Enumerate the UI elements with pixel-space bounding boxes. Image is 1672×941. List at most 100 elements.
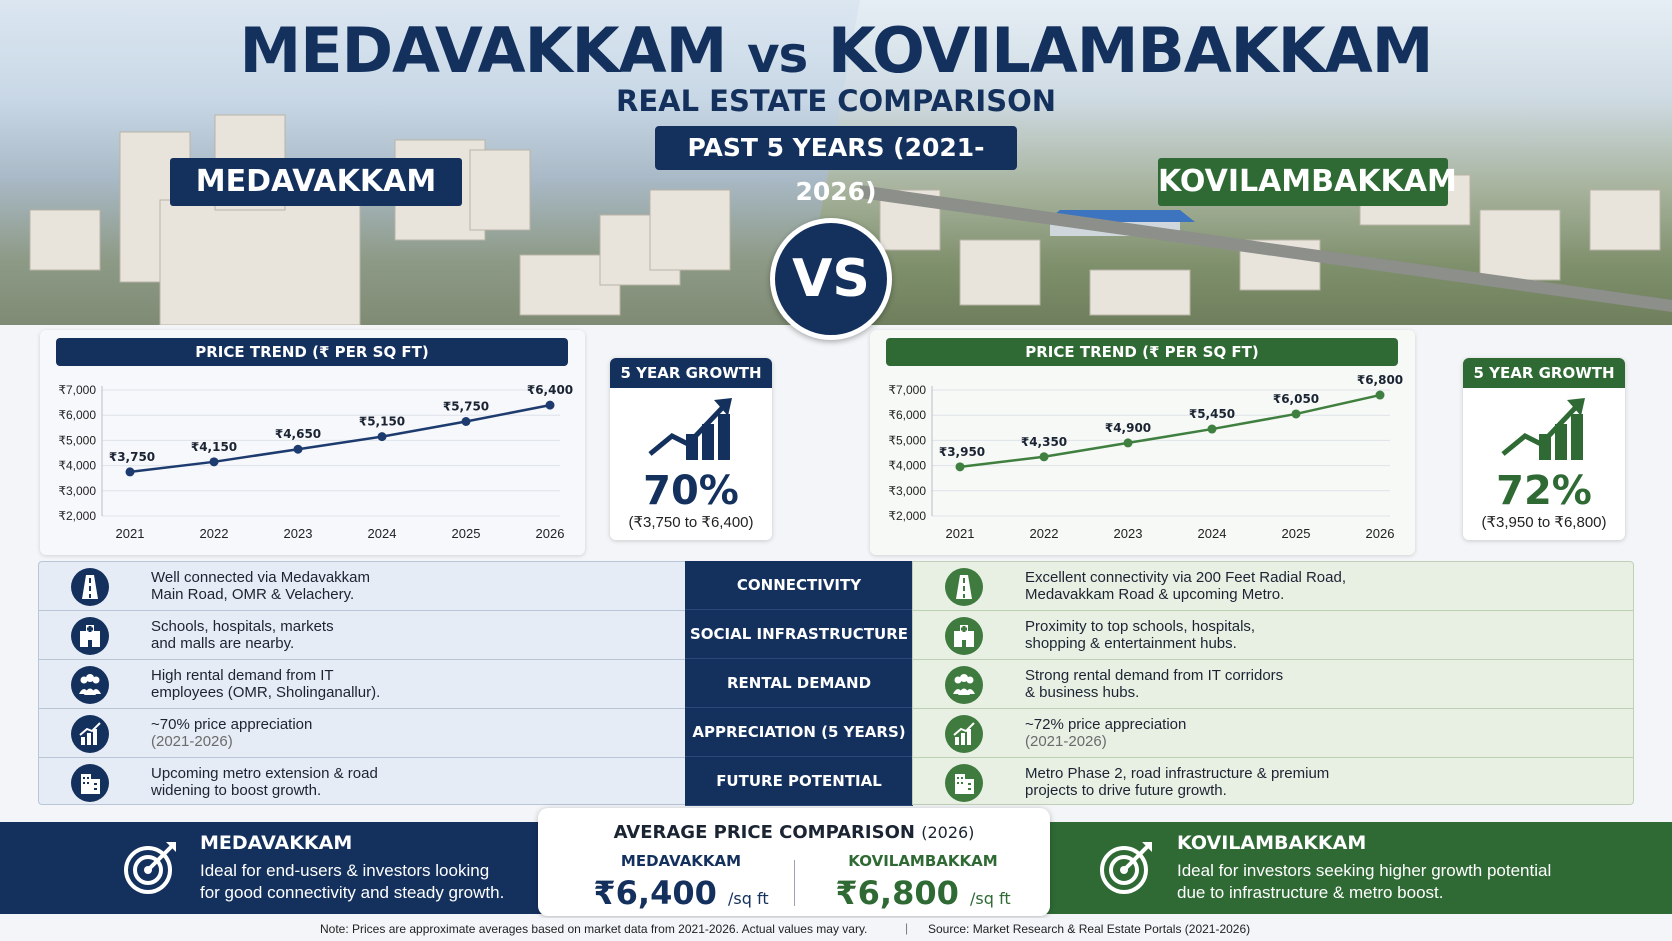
growth-range: (₹3,750 to ₹6,400) — [628, 514, 754, 531]
criteria-label: RENTAL DEMAND — [685, 659, 913, 708]
building-icon — [71, 764, 109, 802]
growth-card-right: 5 YEAR GROWTH 72% (₹3,950 to ₹6,800) — [1463, 358, 1625, 540]
comparison-text-line: Upcoming metro extension & road — [151, 765, 378, 782]
y-tick-label: ₹3,000 — [888, 484, 926, 498]
price-trend-panel-left: PRICE TREND (₹ PER SQ FT) ₹2,000 ₹3,000 ₹4… — [40, 330, 585, 555]
summary-line: for good connectivity and steady growth. — [200, 883, 505, 902]
chart-title-left: PRICE TREND (₹ PER SQ FT) — [56, 338, 568, 366]
growth-card-left: 5 YEAR GROWTH 70% (₹3,750 to ₹6,400) — [610, 358, 772, 540]
divider — [794, 860, 795, 906]
data-label: ₹6,400 — [527, 383, 573, 397]
footer-separator: | — [905, 921, 909, 935]
comparison-row: High rental demand from IT employees (OMR… — [39, 660, 685, 709]
data-label: ₹4,900 — [1105, 421, 1151, 435]
chart-title-right: PRICE TREND (₹ PER SQ FT) — [886, 338, 1398, 366]
data-point — [1291, 409, 1301, 419]
target-icon — [1100, 842, 1152, 894]
building-icon — [945, 764, 983, 802]
comparison-text-line: (2021-2026) — [1025, 733, 1107, 750]
footer-note: Note: Prices are approximate averages ba… — [320, 922, 868, 936]
comparison-text-line: ~72% price appreciation — [1025, 716, 1187, 733]
comparison-text-line: Strong rental demand from IT corridors — [1025, 667, 1284, 684]
comparison-criteria-column: CONNECTIVITY SOCIAL INFRASTRUCTURE RENTAL … — [685, 561, 913, 806]
data-point — [377, 432, 387, 442]
growth-label: 5 YEAR GROWTH — [610, 358, 772, 388]
summary-line: due to infrastructure & metro boost. — [1177, 883, 1444, 902]
data-label: ₹6,800 — [1357, 373, 1403, 387]
summary-left: MEDAVAKKAM Ideal for end-users & investo… — [0, 822, 560, 914]
growth-percent: 72% — [1496, 468, 1592, 514]
area-tag-left: MEDAVAKKAM — [170, 158, 462, 206]
comparison-row: ~72% price appreciation (2021-2026) — [913, 709, 1633, 758]
criteria-label: FUTURE POTENTIAL — [685, 757, 913, 806]
comparison-text-line: Main Road, OMR & Velachery. — [151, 586, 355, 603]
average-price-left: MEDAVAKKAM ₹6,400 /sq ft — [566, 852, 796, 912]
data-point — [1375, 390, 1385, 400]
y-tick-label: ₹2,000 — [888, 509, 926, 523]
comparison-text: High rental demand from IT employees (OMR… — [151, 667, 671, 701]
summary-title: KOVILAMBAKKAM — [1177, 832, 1367, 854]
comparison-text-line: ~70% price appreciation — [151, 716, 313, 733]
chart-icon — [945, 715, 983, 753]
target-icon — [124, 842, 176, 894]
footer: Note: Prices are approximate averages ba… — [0, 918, 1672, 941]
x-tick-label: 2021 — [946, 526, 975, 541]
price-trend-chart-left: ₹2,000 ₹3,000 ₹4,000 ₹5,000 ₹6,000 ₹7,000 2021… — [58, 383, 573, 541]
criteria-label: SOCIAL INFRASTRUCTURE — [685, 610, 913, 659]
comparison-text: Metro Phase 2, road infrastructure & pre… — [1025, 765, 1625, 799]
criteria-label: CONNECTIVITY — [685, 561, 913, 610]
average-price-title: AVERAGE PRICE COMPARISON (2026) — [613, 822, 975, 843]
comparison-text-line: High rental demand from IT — [151, 667, 334, 684]
comparison-text-line: Well connected via Medavakkam — [151, 569, 370, 586]
y-tick-label: ₹4,000 — [888, 459, 926, 473]
comparison-text-line: Proximity to top schools, hospitals, — [1025, 618, 1256, 635]
comparison-row: Excellent connectivity via 200 Feet Radi… — [913, 562, 1633, 611]
comparison-right-column: Excellent connectivity via 200 Feet Radi… — [912, 561, 1634, 805]
comparison-text: Proximity to top schools, hospitals, shop… — [1025, 618, 1625, 652]
x-tick-label: 2023 — [1114, 526, 1143, 541]
x-tick-label: 2022 — [1030, 526, 1059, 541]
data-label: ₹4,650 — [275, 427, 321, 441]
summary-description: Ideal for investors seeking higher growt… — [1177, 860, 1647, 904]
summary-title: MEDAVAKKAM — [200, 832, 353, 854]
comparison-text-line: employees (OMR, Sholinganallur). — [151, 684, 381, 701]
summary-line: Ideal for end-users & investors looking — [200, 861, 490, 880]
x-tick-label: 2026 — [536, 526, 565, 541]
data-point — [1123, 438, 1133, 448]
comparison-text-line: and malls are nearby. — [151, 635, 295, 652]
comparison-row: Well connected via Medavakkam Main Road, … — [39, 562, 685, 611]
x-tick-label: 2024 — [368, 526, 397, 541]
summary-line: Ideal for investors seeking higher growt… — [1177, 861, 1552, 880]
page-title: MEDAVAKKAM vs KOVILAMBAKKAM — [239, 14, 1434, 87]
comparison-text: Upcoming metro extension & road widening … — [151, 765, 671, 799]
summary-description: Ideal for end-users & investors looking … — [200, 860, 580, 904]
data-point — [461, 417, 471, 426]
hospital-icon — [71, 617, 109, 655]
y-tick-label: ₹2,000 — [58, 509, 96, 523]
comparison-text-line: Metro Phase 2, road infrastructure & pre… — [1025, 765, 1330, 782]
area-tag-right: KOVILAMBAKKAM — [1158, 158, 1457, 206]
comparison-text-line: Schools, hospitals, markets — [151, 618, 334, 635]
comparison-text: ~72% price appreciation (2021-2026) — [1025, 716, 1625, 750]
x-tick-label: 2023 — [284, 526, 313, 541]
growth-label: 5 YEAR GROWTH — [1463, 358, 1625, 388]
comparison-text-line: Medavakkam Road & upcoming Metro. — [1025, 586, 1285, 603]
period-badge: PAST 5 YEARS (2021-2026) — [655, 126, 1017, 206]
growth-chart-icon — [1501, 398, 1585, 460]
comparison-text: Schools, hospitals, markets and malls are… — [151, 618, 671, 652]
data-point — [955, 462, 965, 472]
y-tick-label: ₹5,000 — [58, 433, 96, 447]
average-price-right: KOVILAMBAKKAM ₹6,800 /sq ft — [808, 852, 1038, 912]
data-label: ₹3,750 — [109, 450, 155, 464]
data-point — [545, 400, 555, 410]
road-icon — [71, 568, 109, 606]
y-tick-label: ₹6,000 — [58, 408, 96, 422]
growth-range: (₹3,950 to ₹6,800) — [1481, 514, 1607, 531]
average-area-name: MEDAVAKKAM — [620, 852, 742, 870]
comparison-text: Well connected via Medavakkam Main Road, … — [151, 569, 671, 603]
comparison-row: Metro Phase 2, road infrastructure & pre… — [913, 758, 1633, 807]
comparison-text: ~70% price appreciation (2021-2026) — [151, 716, 671, 750]
average-price-value: ₹6,800 /sq ft — [835, 874, 1011, 912]
data-label: ₹5,450 — [1189, 407, 1235, 421]
y-tick-label: ₹4,000 — [58, 459, 96, 473]
